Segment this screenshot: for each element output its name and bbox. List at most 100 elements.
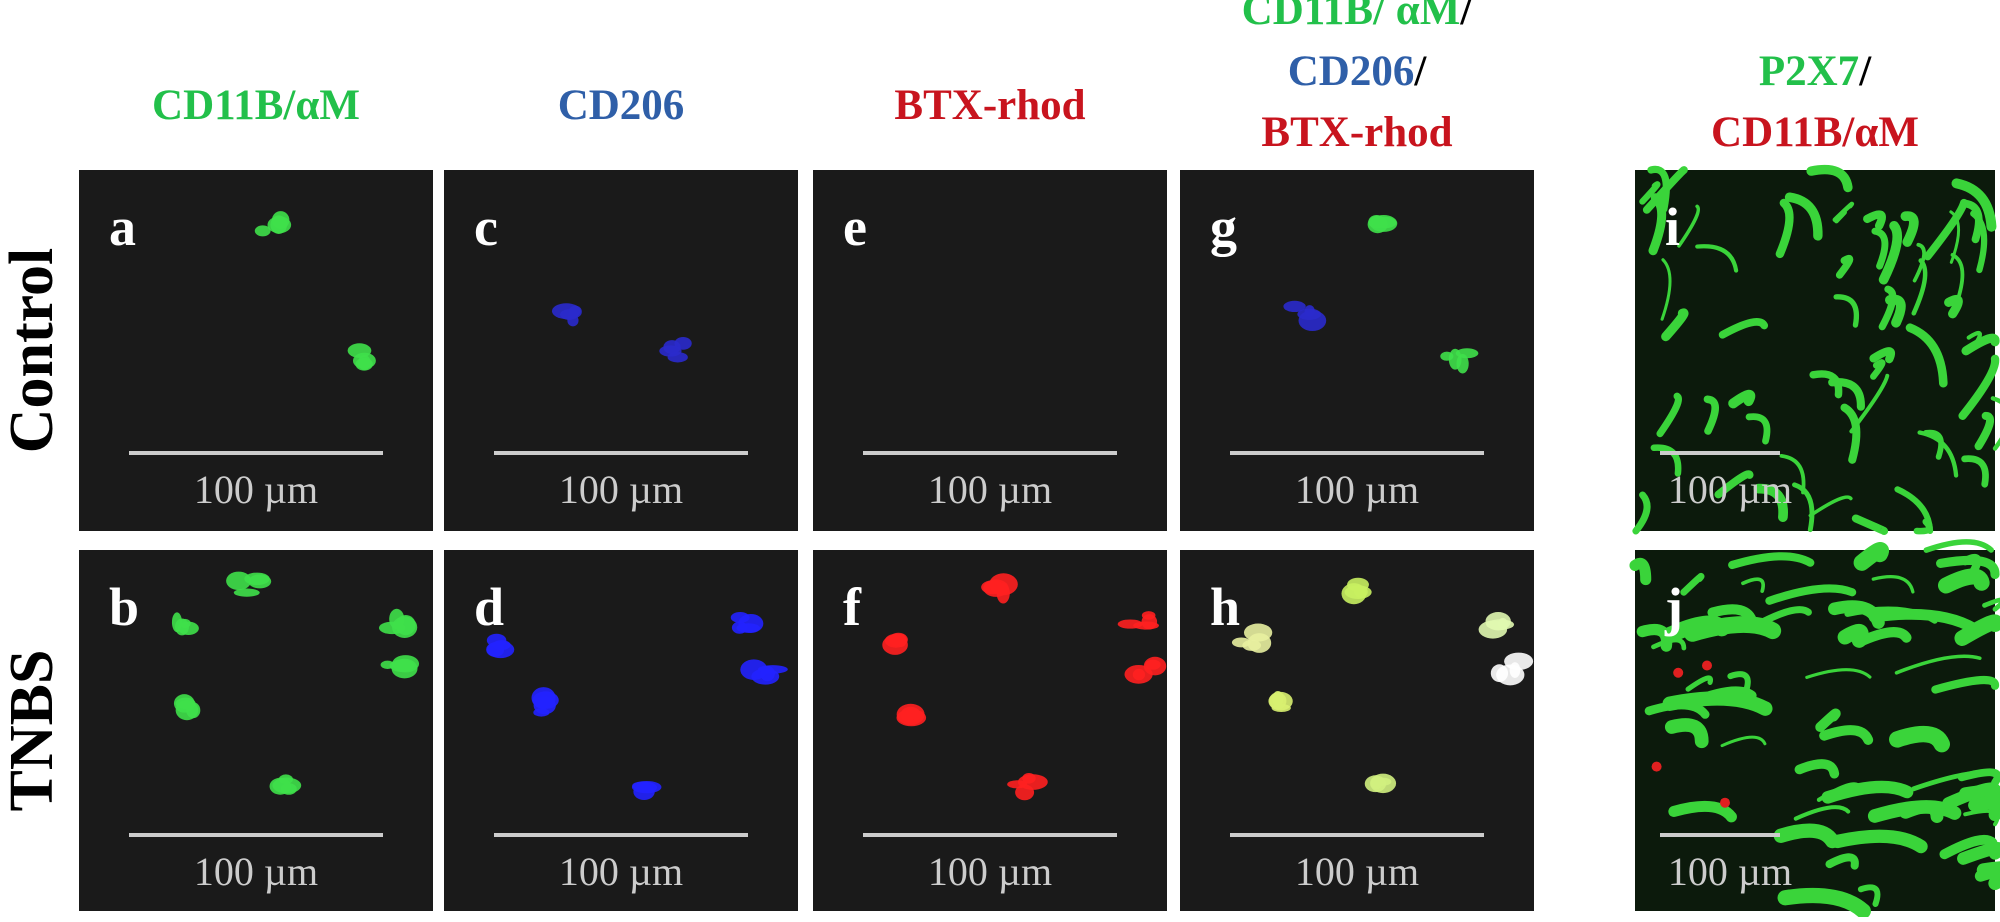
scale-label: 100 µm xyxy=(928,849,1052,894)
fiber xyxy=(1840,403,1861,464)
header-part: / xyxy=(1459,0,1473,34)
fiber xyxy=(1745,413,1771,445)
cell xyxy=(904,708,916,721)
fiber xyxy=(1703,395,1720,435)
row-label: Control xyxy=(0,248,66,454)
cell xyxy=(1341,583,1367,605)
cell xyxy=(1368,215,1385,229)
panel-background xyxy=(813,550,1167,911)
column-header: CD11B/αM xyxy=(152,82,360,129)
fiber xyxy=(1828,600,1885,629)
cell xyxy=(1007,780,1028,789)
fiber xyxy=(1714,470,1754,499)
fiber xyxy=(1857,884,1881,907)
fiber xyxy=(1753,483,1788,523)
fiber xyxy=(1951,178,1997,232)
fiber xyxy=(1825,853,1859,870)
fiber xyxy=(1830,829,1928,854)
cell xyxy=(278,774,293,785)
header-part: / xyxy=(1413,48,1427,95)
fiber xyxy=(1968,795,2000,822)
column-header: CD11B/αM xyxy=(1711,109,1919,156)
fiber xyxy=(1982,597,2000,612)
cell xyxy=(380,660,395,670)
panel-letter: a xyxy=(109,197,136,257)
micrograph-panel: a 100 µm xyxy=(79,170,433,531)
header-part: / xyxy=(1858,48,1872,95)
cell xyxy=(1247,633,1272,653)
row-label: TNBS xyxy=(0,650,66,812)
fiber xyxy=(1851,514,1889,535)
header-part: CD206 xyxy=(558,82,685,129)
panel-background xyxy=(444,170,798,531)
fiber xyxy=(1871,227,1889,270)
cell xyxy=(1448,348,1462,370)
header-part: CD11B/αM xyxy=(1711,109,1919,156)
fiber xyxy=(1837,623,1869,648)
cell xyxy=(1283,300,1306,313)
fiber xyxy=(1957,768,2000,787)
fiber xyxy=(1809,370,1843,399)
fiber xyxy=(1661,308,1689,342)
cell xyxy=(254,225,271,237)
fiber xyxy=(1636,623,1673,652)
fiber xyxy=(1656,392,1682,438)
fiber xyxy=(1923,198,1968,261)
header-part: BTX-rhod xyxy=(1261,109,1452,156)
panel-letter: h xyxy=(1210,577,1240,637)
fiber xyxy=(1834,210,1847,224)
column-header: BTX-rhod xyxy=(1261,109,1452,156)
cell xyxy=(531,687,556,709)
fiber xyxy=(1660,258,1672,321)
micrograph-panel: g 100 µm xyxy=(1180,170,1534,531)
cell xyxy=(1364,775,1387,793)
fiber xyxy=(1784,192,1823,241)
fiber xyxy=(1683,616,1782,642)
header-part: BTX-rhod xyxy=(894,82,1085,129)
cell xyxy=(1720,797,1730,808)
fiber xyxy=(1792,482,1815,533)
fiber xyxy=(1728,552,1815,570)
fiber xyxy=(1718,318,1769,339)
fiber xyxy=(1815,708,1841,733)
panel-letter: f xyxy=(843,577,862,637)
fiber xyxy=(1889,725,1951,753)
fiber xyxy=(1677,204,1700,248)
cell xyxy=(171,612,182,633)
header-part: CD206 xyxy=(1288,48,1415,95)
cell xyxy=(1124,664,1153,684)
cell xyxy=(392,616,418,639)
fiber xyxy=(1632,491,1651,535)
cell xyxy=(226,571,252,591)
cell xyxy=(1455,348,1479,359)
column-header: CD11B/ αM/ xyxy=(1242,0,1474,34)
cell xyxy=(981,580,1006,595)
fiber xyxy=(1908,804,1958,817)
fiber xyxy=(1936,555,2000,580)
fiber xyxy=(1961,333,2000,356)
fiber xyxy=(1808,495,1853,518)
cell xyxy=(248,574,272,589)
fiber xyxy=(1954,614,2000,646)
fiber xyxy=(1868,608,1980,635)
fiber xyxy=(1833,294,1859,328)
fiber xyxy=(1727,671,1751,694)
cell xyxy=(486,642,505,657)
scale-label: 100 µm xyxy=(1668,849,1792,894)
micrograph-panel: j 100 µm xyxy=(1629,539,2000,919)
fiber xyxy=(1629,557,1652,586)
scale-label: 100 µm xyxy=(194,467,318,512)
cell xyxy=(659,345,682,357)
micrograph-panel: f 100 µm xyxy=(813,550,1167,911)
fiber xyxy=(1828,378,1865,411)
cell xyxy=(895,633,907,648)
micrograph-panel: h 100 µm xyxy=(1180,550,1534,911)
fiber xyxy=(1642,166,1688,214)
cell xyxy=(760,665,775,682)
fiber xyxy=(1870,359,1886,380)
cell xyxy=(1702,660,1712,671)
header-part: CD11B/αM xyxy=(152,82,360,129)
header-part: CD11B/ αM xyxy=(1242,0,1461,34)
panel-letter: j xyxy=(1664,577,1683,637)
